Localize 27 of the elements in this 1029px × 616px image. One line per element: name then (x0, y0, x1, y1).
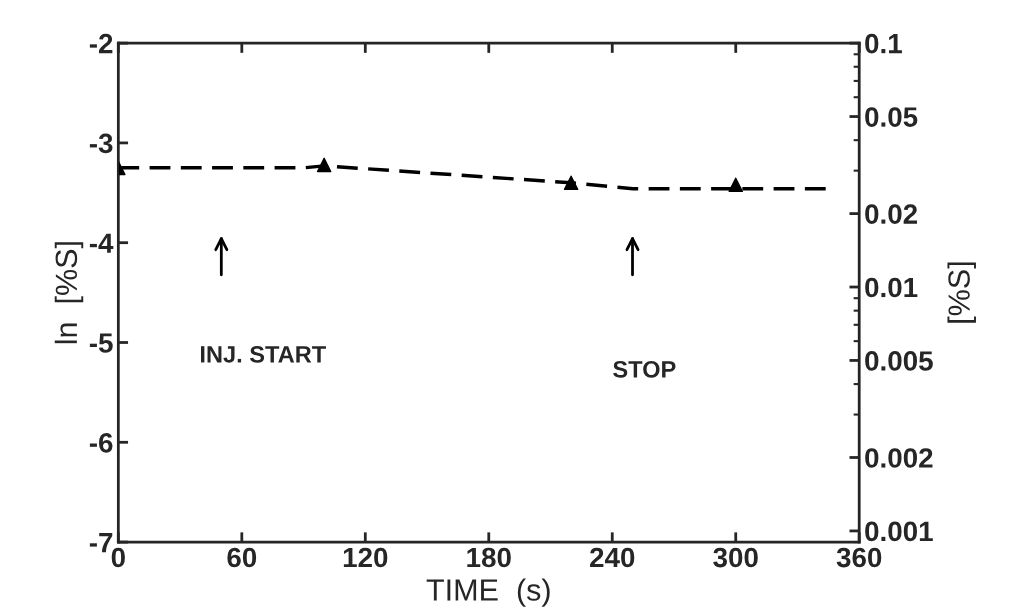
annotation: INJ. START (200, 345, 326, 363)
y2-tick-label: 0.01 (865, 277, 918, 298)
y-tick-label: -2 (89, 33, 113, 54)
x-tick-label: 360 (836, 547, 882, 568)
y2-tick-label: 0.001 (865, 521, 933, 542)
y-tick-label: -7 (89, 533, 113, 553)
y-axis-title: ln [%S] (54, 242, 84, 344)
y2-axis-title: [%S] (947, 262, 976, 323)
y-tick-label: -6 (89, 432, 113, 453)
y-tick-label: -3 (89, 133, 113, 154)
y-tick-label: -5 (89, 333, 113, 353)
y2-tick-label: 0.002 (865, 448, 933, 468)
annotation: STOP (613, 360, 676, 378)
x-tick-label: 120 (343, 547, 388, 568)
point (728, 177, 744, 193)
y2-tick-label: 0.005 (865, 351, 933, 371)
x-axis-title: TIME (s) (426, 578, 550, 607)
x-tick-label: 0 (111, 547, 125, 568)
y-tick-label: -4 (89, 233, 114, 253)
point (563, 175, 579, 191)
x-tick-label: 300 (713, 547, 758, 568)
y2-tick-label: 0.02 (865, 204, 918, 224)
x-tick-label: 180 (467, 547, 511, 568)
x-tick-label: 240 (590, 547, 635, 568)
y2-tick-label: 0.05 (865, 107, 918, 127)
x-tick-label: 60 (227, 547, 257, 568)
y2-tick-label: 0.1 (865, 33, 902, 54)
